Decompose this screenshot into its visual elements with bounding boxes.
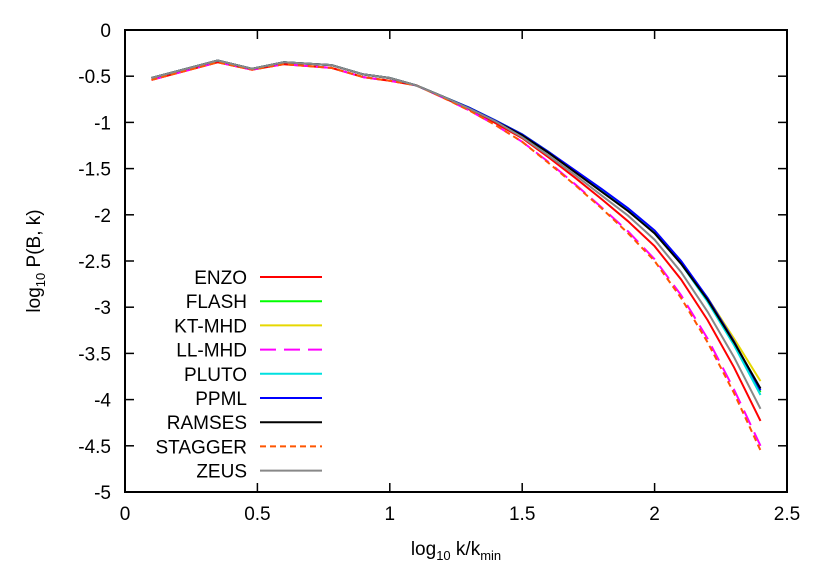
y-tick-label: -1 [94, 113, 111, 134]
x-tick-label: 0 [120, 504, 131, 525]
legend-label: STAGGER [156, 437, 248, 458]
y-tick-label: -1.5 [78, 160, 111, 181]
legend-label: KT-MHD [174, 316, 247, 337]
legend-label: PPML [195, 389, 247, 410]
y-tick-label: -4 [94, 391, 111, 412]
x-tick-label: 2 [649, 504, 660, 525]
series-line-ramses [151, 59, 762, 389]
legend-label: ZEUS [196, 462, 247, 483]
legend-label: RAMSES [167, 413, 247, 434]
y-tick-label: -4.5 [78, 437, 111, 458]
y-tick-label: 0 [100, 21, 111, 42]
y-axis-label: log10 P(B, k) [24, 209, 48, 312]
legend-label: LL-MHD [176, 341, 247, 362]
series-line-stagger [151, 61, 762, 451]
x-tick-label: 0.5 [244, 504, 270, 525]
series-line-zeus [151, 59, 762, 410]
legend-label: PLUTO [184, 365, 247, 386]
legend-label: FLASH [186, 292, 247, 313]
y-tick-label: -0.5 [78, 67, 111, 88]
plot-frame [124, 29, 788, 493]
x-tick-label: 1.5 [509, 504, 535, 525]
y-tick-label: -3 [94, 298, 111, 319]
y-tick-label: -3.5 [78, 344, 111, 365]
x-tick-label: 1 [385, 504, 396, 525]
y-tick-label: -2.5 [78, 252, 111, 273]
y-tick-label: -5 [94, 483, 111, 504]
y-tick-label: -2 [94, 206, 111, 227]
x-axis-label: log10 k/kmin [411, 539, 501, 563]
x-tick-label: 2.5 [774, 504, 800, 525]
legend-label: ENZO [194, 268, 247, 289]
